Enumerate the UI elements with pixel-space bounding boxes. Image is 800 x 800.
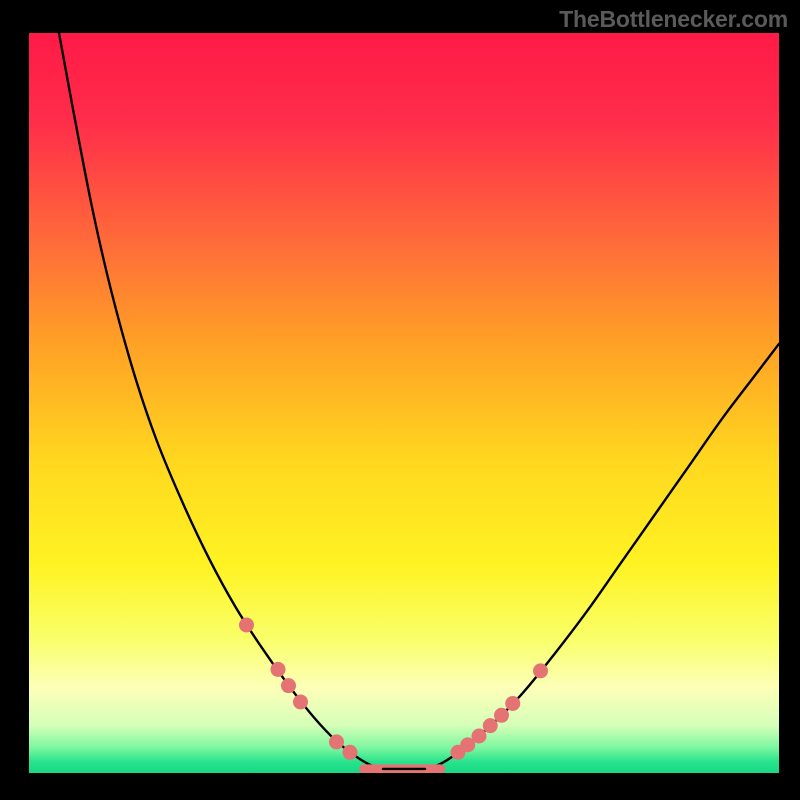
curve-marker: [505, 696, 520, 711]
curve-marker: [281, 678, 296, 693]
curve-marker: [483, 718, 498, 733]
curve-marker: [293, 694, 308, 709]
curve-marker: [494, 708, 509, 723]
curve-marker: [271, 662, 286, 677]
right-curve: [425, 344, 779, 769]
curve-marker: [239, 618, 254, 633]
bottleneck-curve-svg: [29, 33, 779, 773]
curve-marker: [329, 734, 344, 749]
plot-area: [29, 33, 779, 773]
left-curve: [59, 33, 383, 769]
watermark-text: TheBottlenecker.com: [559, 6, 788, 33]
curve-marker: [472, 729, 487, 744]
curve-marker: [343, 745, 358, 760]
curve-marker: [533, 663, 548, 678]
